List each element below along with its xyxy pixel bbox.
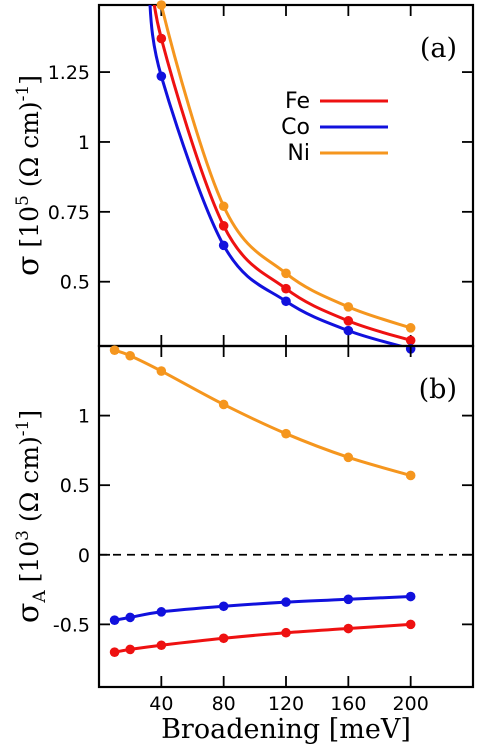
y-label-unit-close: ] xyxy=(15,75,44,85)
y-label-subscript: A xyxy=(30,590,50,604)
panel-b: -0.5 0 0.5 1 (b) σA [103 (Ω cm)-1] 40 80 120 160 2… xyxy=(11,344,475,745)
data-point-fe xyxy=(218,221,229,231)
y-label-exp: 5 xyxy=(13,195,33,206)
data-point-ni xyxy=(218,201,229,212)
data-point-co xyxy=(156,71,167,82)
data-point-fe xyxy=(156,640,167,651)
y-tick-label: -0.5 xyxy=(53,614,90,636)
y-label-exp2: -1 xyxy=(13,420,33,437)
y-label-unit-mid: (Ω cm) xyxy=(15,436,44,530)
y-label-unit-open: [10 xyxy=(15,206,44,248)
data-point-co xyxy=(156,607,167,617)
data-point-co xyxy=(343,594,354,605)
y-label-unit-open: [10 xyxy=(15,541,44,583)
x-axis-label: Broadening [meV] xyxy=(161,714,411,745)
data-point-co xyxy=(109,615,120,625)
data-point-fe xyxy=(281,627,291,638)
data-point-co xyxy=(343,325,354,336)
y-label-exp2: -1 xyxy=(13,85,33,102)
y-label-symbol: σ xyxy=(11,256,46,276)
data-point-co xyxy=(125,612,135,623)
data-point-fe xyxy=(109,647,120,658)
data-point-ni xyxy=(343,302,354,312)
data-point-fe xyxy=(281,283,291,294)
y-tick-label: 0.75 xyxy=(48,202,90,224)
data-point-ni xyxy=(125,350,135,361)
y-label-exp: 3 xyxy=(13,530,33,541)
data-point-ni xyxy=(281,268,291,279)
data-point-co xyxy=(218,601,229,612)
y-axis-label: σ [105 (Ω cm)-1] xyxy=(11,75,46,276)
y-label-symbol: σ xyxy=(11,603,46,623)
data-point-ni xyxy=(405,323,416,333)
spacer xyxy=(15,248,44,256)
y-label-unit-mid: (Ω cm) xyxy=(15,101,44,195)
panel-label: (a) xyxy=(420,33,457,64)
x-tick-label: 80 xyxy=(212,693,236,715)
y-tick-label: 0.5 xyxy=(60,272,90,294)
y-label-unit-close: ] xyxy=(15,410,44,420)
data-point-co xyxy=(281,296,291,307)
data-point-fe xyxy=(218,633,229,644)
series-line-ni xyxy=(159,5,412,330)
y-tick-label: 1.25 xyxy=(48,62,90,84)
y-tick-label: 1 xyxy=(78,406,90,428)
data-point-co xyxy=(218,240,229,251)
series-line-co xyxy=(148,5,407,346)
x-tick-label: 160 xyxy=(330,693,366,715)
spacer xyxy=(15,582,44,590)
legend-label-co: Co xyxy=(281,115,310,140)
y-tick-label: 0 xyxy=(78,545,90,567)
data-point-fe xyxy=(343,623,354,634)
data-point-ni xyxy=(109,345,120,355)
data-point-fe xyxy=(405,619,416,630)
y-axis-label: σA [103 (Ω cm)-1] xyxy=(11,410,50,623)
data-point-co xyxy=(281,597,291,607)
panel-label: (b) xyxy=(419,374,457,405)
data-point-fe xyxy=(343,316,354,326)
data-point-co xyxy=(405,591,416,602)
legend-label-fe: Fe xyxy=(285,89,310,114)
x-tick-label: 120 xyxy=(268,693,304,715)
data-point-ni xyxy=(343,452,354,463)
legend-label-ni: Ni xyxy=(287,141,310,166)
data-point-ni xyxy=(156,366,167,376)
x-tick-label: 40 xyxy=(149,693,173,715)
data-point-ni xyxy=(405,470,416,481)
data-point-ni xyxy=(156,0,167,10)
data-point-fe xyxy=(125,644,135,655)
data-point-ni xyxy=(281,428,291,439)
data-point-ni xyxy=(218,399,229,410)
y-tick-label: 1 xyxy=(78,132,90,154)
x-tick-label: 200 xyxy=(393,693,429,715)
series-line-fe xyxy=(152,5,412,342)
data-point-fe xyxy=(156,33,167,44)
data-point-fe xyxy=(405,335,416,346)
y-tick-label: 0.5 xyxy=(60,475,90,497)
